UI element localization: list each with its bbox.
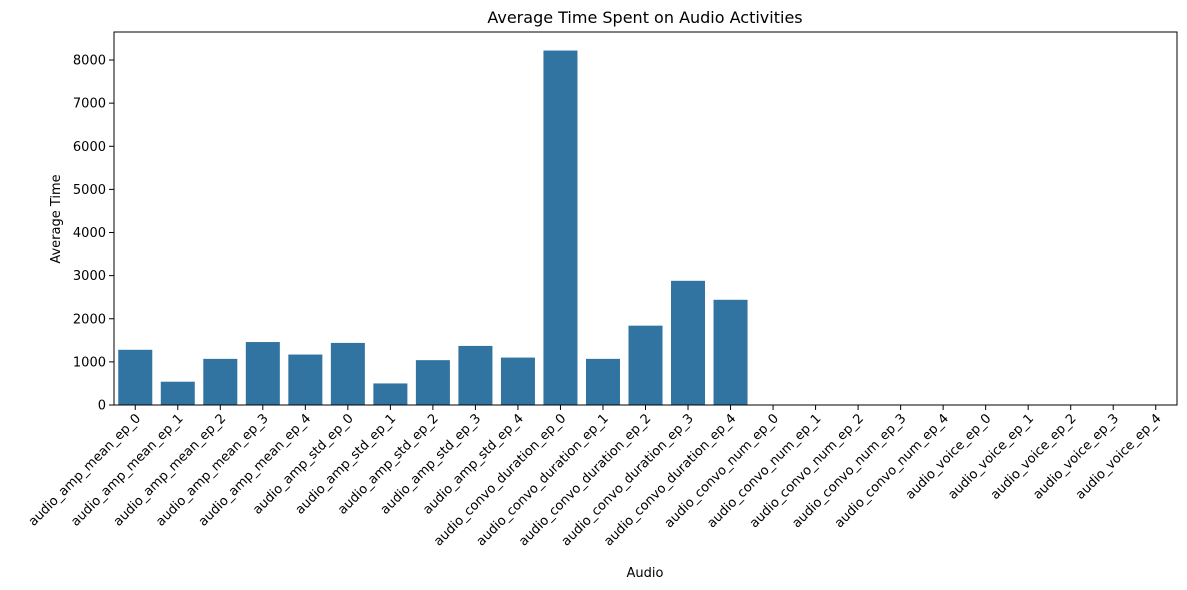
bar-audio_amp_mean_ep_4 [288,354,323,405]
bar-audio_convo_duration_ep_1 [585,358,620,405]
y-tick-label: 8000 [73,54,106,69]
bar-audio_amp_std_ep_0 [330,342,365,405]
y-tick-label: 0 [98,399,106,414]
y-tick-label: 5000 [73,183,106,198]
bars [118,50,1173,405]
plot-frame [113,31,1178,406]
bar-audio_amp_std_ep_2 [415,360,450,405]
y-tick-label: 3000 [73,269,106,284]
bar-audio_convo_duration_ep_4 [713,299,748,405]
chart-title: Average Time Spent on Audio Activities [487,8,802,27]
bar-audio_amp_mean_ep_3 [245,342,280,405]
bar-audio_convo_duration_ep_2 [628,325,663,405]
y-tick-label: 7000 [73,97,106,112]
y-tick-label: 4000 [73,226,106,241]
x-axis: audio_amp_mean_ep_0audio_amp_mean_ep_1au… [26,405,1165,549]
bar-audio_amp_std_ep_3 [458,345,493,405]
y-tick-label: 2000 [73,312,106,327]
bar-audio_convo_duration_ep_3 [671,280,706,405]
bar-audio_amp_mean_ep_2 [203,358,238,405]
bar-audio_amp_std_ep_4 [500,357,535,405]
y-tick-label: 1000 [73,355,106,370]
y-axis: 0 1000 2000 3000 4000 5000 6000 7000 8000 [73,54,114,414]
y-axis-label: Average Time [49,174,64,263]
x-axis-label: Audio [627,566,664,581]
bar-audio_amp_mean_ep_1 [160,381,195,405]
y-tick-label: 6000 [73,140,106,155]
bar-audio_convo_duration_ep_0 [543,50,578,405]
bar-audio_amp_mean_ep_0 [118,349,153,405]
bar-audio_amp_std_ep_1 [373,383,408,405]
